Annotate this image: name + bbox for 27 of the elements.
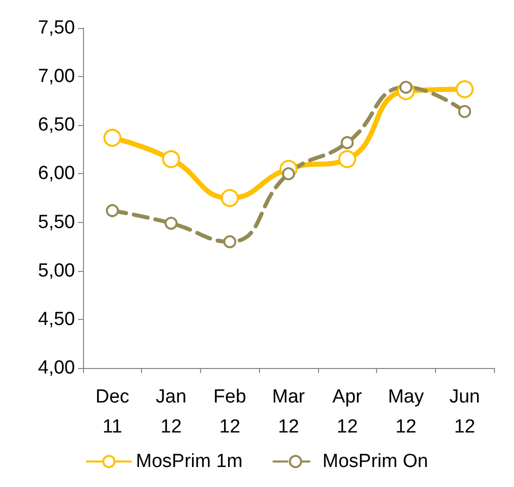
legend-label: MosPrim On: [322, 451, 428, 472]
x-tick-label: Dec 11: [95, 386, 130, 438]
point: [103, 128, 122, 147]
y-tick-label: 5,50: [38, 212, 75, 233]
y-tick-label: 5,00: [38, 260, 75, 282]
y-tick-label: 4,50: [38, 308, 75, 330]
x-tick-label: Jan 12: [156, 386, 186, 438]
x-tick-label: Feb 12: [213, 386, 246, 438]
point: [338, 150, 356, 168]
x-tick-label: Apr 12: [332, 386, 363, 438]
y-tick-label: 6,50: [38, 114, 75, 136]
point: [456, 80, 474, 98]
y-tick-label: 7,00: [38, 66, 75, 88]
x-tick-label: Mar 12: [272, 386, 306, 438]
y-tick-label: 7,50: [38, 18, 75, 38]
point: [164, 216, 178, 230]
point: [223, 235, 236, 248]
point: [458, 105, 472, 118]
y-tick-label: 6,00: [38, 163, 75, 184]
x-tick-label: May 12: [388, 386, 424, 438]
point: [340, 136, 354, 150]
x-tick-label: Jun 12: [449, 386, 480, 438]
legend-label: MosPrim 1m: [136, 451, 243, 472]
point: [220, 189, 239, 207]
point: [106, 204, 119, 218]
point: [162, 150, 180, 168]
y-tick-label: 4,00: [38, 358, 75, 378]
